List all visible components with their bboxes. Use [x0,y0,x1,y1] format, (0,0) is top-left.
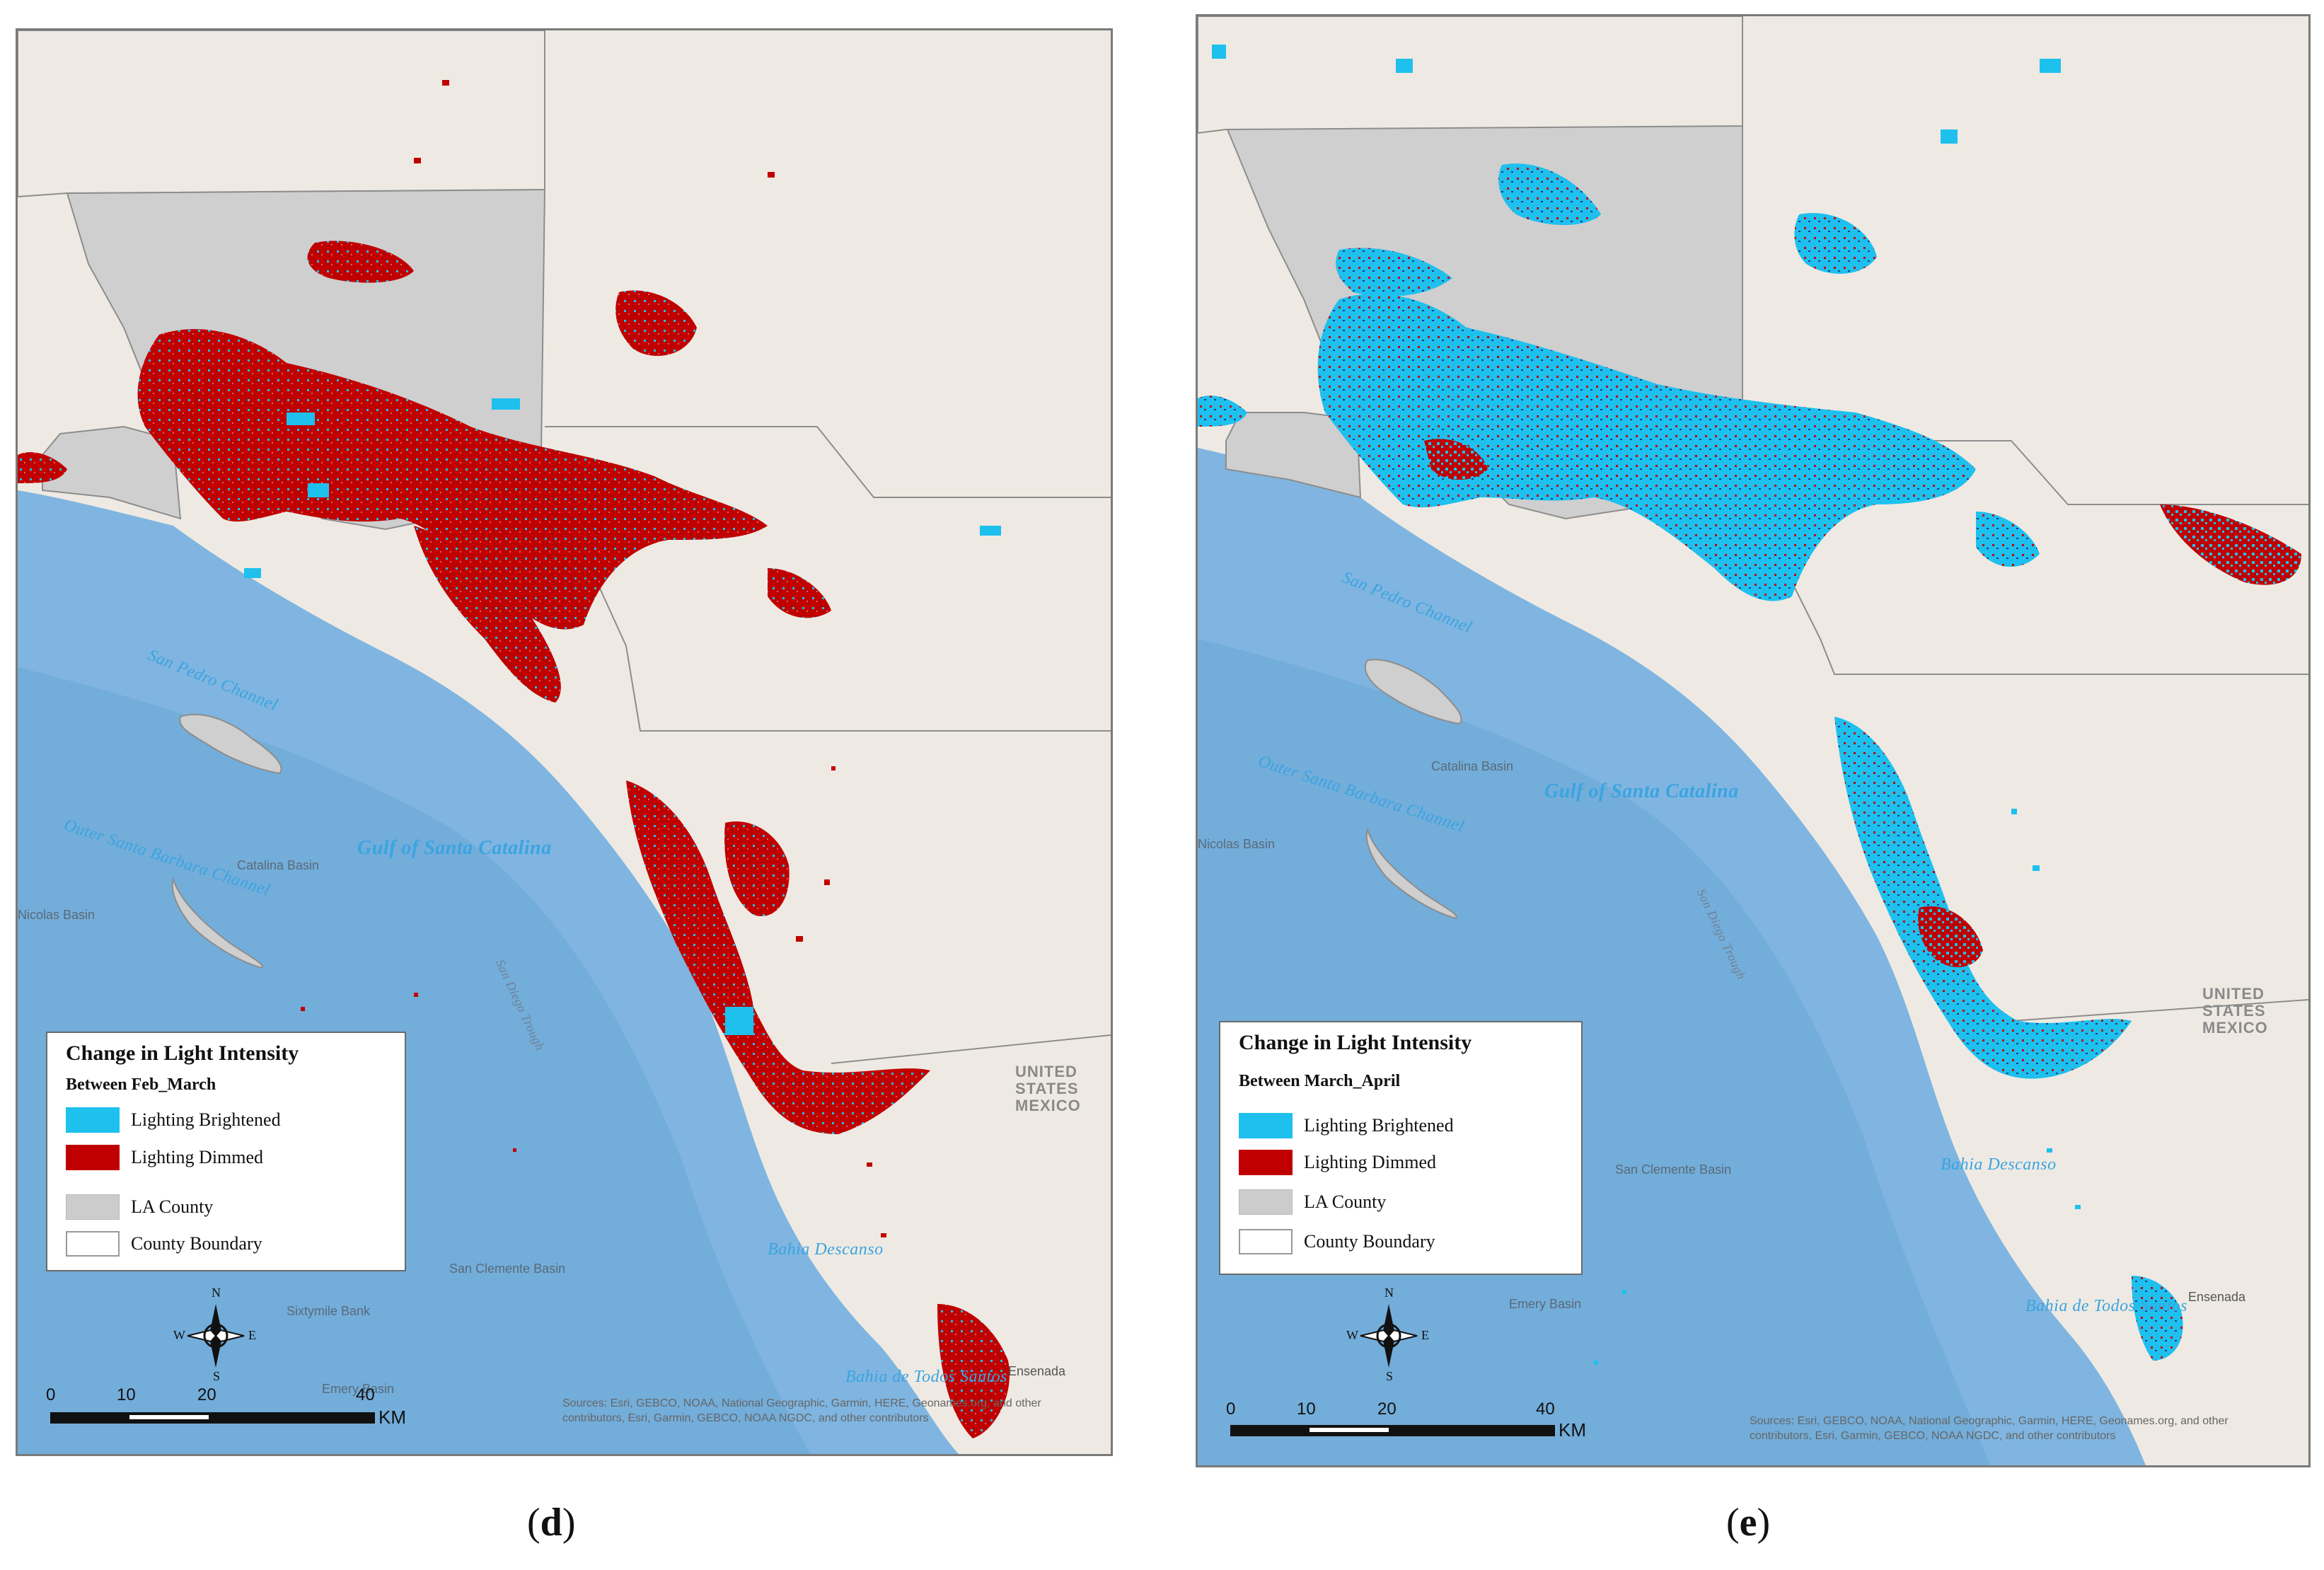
map-legend: Change in Light Intensity Between Feb_Ma… [46,1032,406,1271]
scattered-specks [1212,45,2081,1365]
brightened-light-clusters [1198,163,2183,1361]
compass-e: E [1421,1328,1429,1342]
border-label: UNITED STATES MEXICO [2202,985,2268,1037]
map-panel-d: San Pedro Channel Gulf of Santa Catalina… [16,28,1113,1456]
scale-tick: 10 [1297,1399,1316,1419]
border-label: UNITED STATES MEXICO [1015,1063,1081,1114]
map-legend: Change in Light Intensity Between March_… [1219,1021,1583,1275]
dimmed-light-clusters [18,241,1010,1438]
legend-swatch-county-boundary [1239,1229,1293,1254]
legend-swatch-dimmed [1239,1150,1293,1175]
scale-tick: 20 [1377,1399,1397,1419]
feature-label: Nicolas Basin [1198,837,1276,851]
compass-n: N [1384,1286,1394,1300]
scale-bar-track [1230,1425,1555,1436]
legend-swatch-dimmed [66,1145,120,1170]
dimmed-light-clusters [1424,439,2301,967]
ocean-label: Bahia Descanso [1941,1155,2057,1174]
legend-swatch-county-boundary [66,1231,120,1257]
scale-bar: 0 10 20 40 KM [1226,1399,1622,1449]
legend-label: LA County [131,1196,214,1217]
compass-e: E [248,1328,256,1342]
compass-w: W [173,1328,185,1342]
feature-label: San Clemente Basin [1615,1162,1732,1177]
scale-tick: 10 [117,1385,136,1404]
feature-label: Ensenada [2188,1290,2246,1304]
ocean-label: Gulf of Santa Catalina [357,837,552,859]
map-panel-e: San Pedro Channel Gulf of Santa Catalina… [1196,14,2311,1467]
feature-label: Ensenada [1008,1364,1066,1378]
feature-label: Catalina Basin [1431,759,1514,773]
scale-tick: 40 [1536,1399,1555,1419]
ocean-label: Bahia Descanso [768,1240,884,1259]
north-arrow: N S W E [173,1286,258,1383]
compass-s: S [1386,1369,1394,1383]
brightened-light-clusters [244,398,1001,1035]
legend-label: Lighting Dimmed [131,1147,264,1167]
legend-swatch-brightened [1239,1113,1293,1138]
panel-caption-d: (d) [527,1501,576,1545]
scale-tick: 0 [1226,1399,1236,1419]
scattered-specks [301,80,886,1237]
ocean-label: Gulf of Santa Catalina [1544,780,1739,802]
feature-label: Emery Basin [1509,1297,1582,1311]
legend-title: Change in Light Intensity [66,1041,299,1065]
ocean-label: Bahia de Todos Santos [845,1368,1007,1386]
feature-label: Emery Basin [322,1382,395,1396]
compass-icon [187,1304,245,1368]
scale-bar-track [50,1412,375,1424]
scale-tick: 0 [46,1385,56,1404]
legend-swatch-la-county [66,1194,120,1220]
feature-label: Catalina Basin [237,858,320,872]
scale-unit: KM [378,1407,406,1428]
feature-label: San Clemente Basin [449,1262,566,1276]
legend-label: Lighting Dimmed [1304,1152,1437,1172]
ocean-label: Bahia de Todos Santos [2025,1297,2187,1315]
legend-swatch-la-county [1239,1189,1293,1215]
panel-caption-e: (e) [1726,1501,1771,1545]
map-attribution: Sources: Esri, GEBCO, NOAA, National Geo… [562,1397,1041,1424]
scale-tick: 20 [197,1385,216,1404]
legend-label: LA County [1304,1191,1387,1212]
north-arrow: N S W E [1346,1286,1431,1383]
feature-label: Nicolas Basin [18,908,96,922]
feature-label: Sixtymile Bank [287,1304,371,1318]
legend-title: Change in Light Intensity [1239,1031,1472,1054]
legend-subtitle: Between March_April [1239,1072,1401,1090]
scale-tick: 40 [356,1385,375,1404]
compass-s: S [213,1369,221,1383]
map-attribution: Sources: Esri, GEBCO, NOAA, National Geo… [1750,1415,2228,1442]
compass-n: N [212,1286,221,1300]
legend-label: County Boundary [131,1233,262,1254]
legend-label: County Boundary [1304,1231,1435,1252]
compass-icon [1360,1304,1418,1368]
compass-w: W [1346,1328,1358,1342]
legend-label: Lighting Brightened [1304,1115,1454,1136]
scale-unit: KM [1559,1419,1586,1441]
legend-subtitle: Between Feb_March [66,1075,216,1094]
legend-swatch-brightened [66,1107,120,1133]
legend-label: Lighting Brightened [131,1109,281,1130]
scale-bar: 0 10 20 40 KM [46,1385,442,1435]
